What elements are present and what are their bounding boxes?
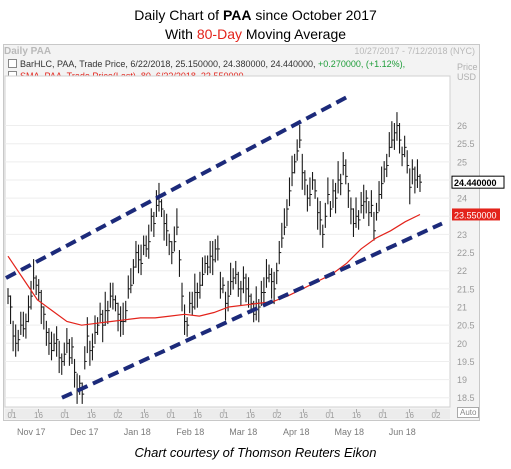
month-label: Nov 17 [17,427,46,437]
y-tick-label: 22.5 [457,248,475,258]
month-label: May 18 [334,427,364,437]
month-label: Dec 17 [70,427,99,437]
y-tick-label: 19.5 [457,357,475,367]
y-tick-label: 18.5 [457,393,475,403]
y-tick-label: 20.5 [457,321,475,331]
x-tick-label: 16 [405,411,414,420]
x-tick-label: 16 [140,411,149,420]
y-tick-label: 24 [457,194,467,204]
x-tick-label: 01 [167,411,176,420]
month-label: Feb 18 [176,427,204,437]
y-tick-label: 19 [457,375,467,385]
x-axis-band [5,409,450,419]
x-tick-label: 02 [273,411,282,420]
last-price-label: 24.440000 [454,178,497,188]
y-tick-label: 21 [457,303,467,313]
x-tick-label: 16 [299,411,308,420]
last-price-box [451,175,505,189]
y-tick-label: 26 [457,121,467,131]
date-range-label: 10/27/2017 - 7/12/2018 (NYC) [354,46,475,56]
x-tick-label: 01 [326,411,335,420]
x-tick-label: 01 [8,411,17,420]
x-tick-label: 16 [193,411,202,420]
auto-scale-button[interactable]: Auto [457,407,480,418]
y-tick-label: 25 [457,157,467,167]
chart-title-line1: Daily Chart of PAA since October 2017 [134,7,377,23]
y-tick-label: 25.5 [457,139,475,149]
series-icon [8,59,17,68]
y-tick-label: 20 [457,339,467,349]
chart-caption: Chart courtesy of Thomson Reuters Eikon [134,445,377,460]
chart-title-line2: With 80-Day Moving Average [164,26,347,42]
price-axis-title: Price USD [457,62,478,82]
x-tick-label: 01 [220,411,229,420]
sma-line [7,213,421,326]
legend-bar-series[interactable]: BarHLC, PAA, Trade Price, 6/22/2018, 25.… [8,59,405,69]
price-change: +0.270000, (+1.12%), [318,59,406,69]
chart-header-label: Daily PAA [4,46,52,57]
month-label: Mar 18 [229,427,257,437]
sma-last-label: 23.550000 [454,210,497,220]
month-label: Jun 18 [389,427,416,437]
title-highlight: 80-Day [196,26,242,42]
month-label: Apr 18 [283,427,310,437]
channel-upper-trendline [5,94,349,280]
x-tick-label: 16 [352,411,361,420]
y-tick-label: 23 [457,230,467,240]
plot-area [4,75,451,408]
channel-lower-trendline [61,221,443,400]
x-tick-label: 01 [61,411,70,420]
y-tick-label: 21.5 [457,284,475,294]
x-tick-label: 16 [34,411,43,420]
x-tick-label: 01 [379,411,388,420]
x-tick-label: 16 [246,411,255,420]
x-tick-label: 02 [432,411,441,420]
y-tick-label: 22 [457,266,467,276]
x-tick-label: 02 [114,411,123,420]
x-tick-label: 16 [87,411,96,420]
sma-last-box [452,208,500,221]
month-label: Jan 18 [124,427,151,437]
